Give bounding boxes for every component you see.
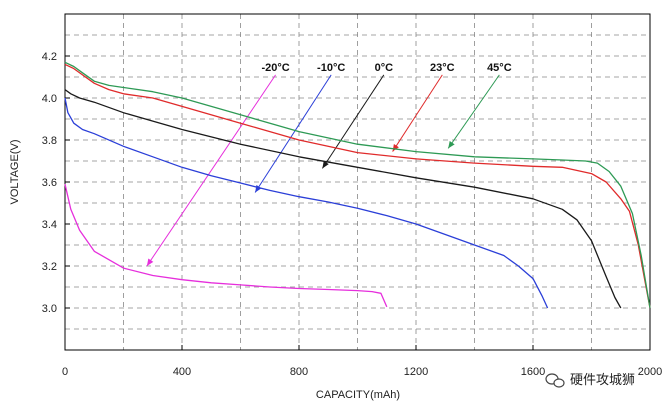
y-tick-label: 3.2 xyxy=(42,261,57,273)
x-tick-label: 2000 xyxy=(638,366,662,378)
y-tick-label: 3.8 xyxy=(42,135,57,147)
x-tick-label: 800 xyxy=(290,366,308,378)
x-tick-label: 1600 xyxy=(521,366,545,378)
y-tick-label: 3.4 xyxy=(42,219,57,231)
y-tick-label: 4.2 xyxy=(42,51,57,63)
x-axis-ticks: 0 400 800 1200 1600 2000 xyxy=(62,345,662,378)
y-tick-label: 3.6 xyxy=(42,177,57,189)
temp-label-23C: 23°C xyxy=(430,62,455,74)
y-tick-label: 4.0 xyxy=(42,93,57,105)
grid xyxy=(65,14,650,350)
watermark-text: 硬件攻城狮 xyxy=(570,373,635,388)
arrow-head-23C xyxy=(392,144,399,152)
series-line-minus-10C xyxy=(64,97,549,309)
temperature-labels: -20°C -10°C 0°C 23°C 45°C xyxy=(261,62,511,74)
arrow-line-0C xyxy=(321,74,385,169)
arrow-head-minus-10C xyxy=(255,184,262,193)
arrow-line-minus-10C xyxy=(254,74,332,193)
series-line-45C xyxy=(64,61,651,309)
x-axis-label: CAPACITY(mAh) xyxy=(316,389,400,401)
watermark: 硬件攻城狮 xyxy=(545,373,635,388)
x-tick-label: 1200 xyxy=(404,366,428,378)
arrow-head-minus-20C xyxy=(146,258,154,266)
arrow-head-0C xyxy=(322,160,329,169)
x-tick-label: 0 xyxy=(62,366,68,378)
arrow-head-45C xyxy=(448,140,455,149)
y-tick-label: 3.0 xyxy=(42,303,57,315)
temp-label-0C: 0°C xyxy=(375,62,394,74)
y-axis-label: VOLTAGE(V) xyxy=(9,140,21,205)
y-axis-ticks: 3.0 3.2 3.4 3.6 3.8 4.0 4.2 xyxy=(42,51,70,315)
temp-label-minus-10C: -10°C xyxy=(317,62,345,74)
arrow-line-45C xyxy=(447,74,500,149)
series-line-0C xyxy=(64,89,622,309)
series-line-minus-20C xyxy=(64,183,388,308)
series-group xyxy=(64,61,651,309)
wechat-icon xyxy=(545,373,565,388)
arrow-line-23C xyxy=(392,74,443,152)
arrow-line-minus-20C xyxy=(146,74,277,267)
x-tick-label: 400 xyxy=(173,366,191,378)
temp-label-minus-20C: -20°C xyxy=(261,62,289,74)
series-line-23C xyxy=(64,63,651,309)
temp-label-45C: 45°C xyxy=(487,62,512,74)
